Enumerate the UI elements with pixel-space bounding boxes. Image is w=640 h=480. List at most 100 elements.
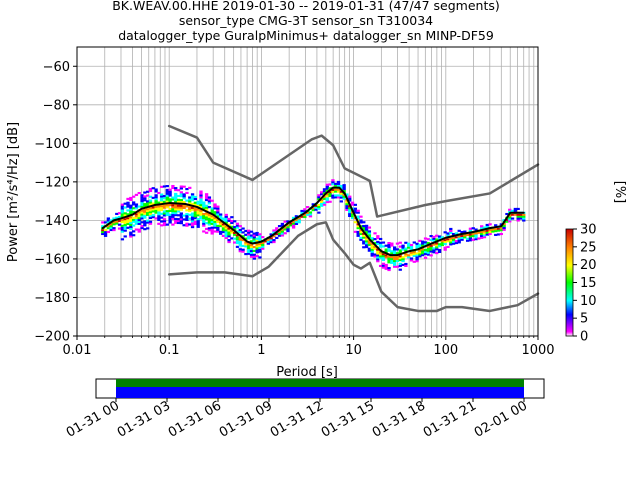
density-cell bbox=[376, 240, 380, 244]
density-cell bbox=[322, 192, 327, 195]
density-cell bbox=[480, 236, 484, 239]
density-cell bbox=[364, 226, 369, 229]
density-cell bbox=[480, 227, 484, 230]
density-cell bbox=[266, 240, 271, 243]
density-cell bbox=[249, 246, 254, 249]
density-cell bbox=[412, 260, 416, 263]
density-cell bbox=[378, 257, 383, 260]
density-cell bbox=[449, 227, 453, 231]
density-cell bbox=[176, 221, 181, 225]
density-cell bbox=[227, 219, 231, 222]
density-cell bbox=[356, 211, 360, 214]
density-cell bbox=[468, 229, 473, 232]
density-cell bbox=[272, 231, 276, 234]
density-cell bbox=[258, 246, 262, 249]
density-cell bbox=[171, 198, 175, 201]
colorbar-gradient bbox=[565, 228, 574, 337]
density-cell bbox=[370, 242, 374, 246]
density-cell bbox=[339, 192, 343, 195]
density-cell bbox=[314, 208, 318, 211]
density-cell bbox=[143, 197, 147, 200]
density-cell bbox=[334, 184, 338, 187]
density-cell bbox=[370, 239, 374, 242]
time-tick-label: 01-31 12 bbox=[268, 398, 326, 440]
density-cell bbox=[190, 220, 195, 223]
density-cell bbox=[373, 241, 377, 245]
density-cell bbox=[179, 195, 183, 198]
density-cell bbox=[165, 223, 169, 226]
density-cell bbox=[202, 214, 206, 218]
density-cell bbox=[120, 230, 125, 233]
density-cell bbox=[224, 229, 228, 232]
density-cell bbox=[176, 194, 181, 198]
density-cell bbox=[126, 205, 130, 208]
density-cell bbox=[196, 214, 200, 217]
density-cell bbox=[367, 241, 372, 245]
density-cell bbox=[463, 234, 467, 237]
density-cell bbox=[218, 223, 223, 226]
density-cell bbox=[311, 203, 315, 206]
density-cell bbox=[311, 209, 315, 212]
density-cell bbox=[146, 227, 150, 230]
density-cell bbox=[120, 226, 125, 229]
colorbar-label: [%] bbox=[612, 181, 627, 204]
density-cell bbox=[435, 252, 439, 255]
density-cell bbox=[393, 250, 397, 253]
density-cell bbox=[393, 263, 397, 266]
density-cell bbox=[204, 222, 209, 225]
density-cell bbox=[129, 196, 133, 200]
density-cell bbox=[336, 180, 341, 184]
density-cell bbox=[252, 238, 256, 241]
density-cell bbox=[488, 230, 492, 234]
density-cell bbox=[137, 230, 141, 233]
density-cell bbox=[305, 206, 310, 209]
density-cell bbox=[435, 238, 439, 241]
density-cell bbox=[381, 256, 386, 260]
density-cell bbox=[244, 241, 248, 244]
density-cell bbox=[101, 229, 105, 232]
density-cell bbox=[176, 210, 181, 213]
density-cell bbox=[123, 202, 127, 205]
density-cell bbox=[261, 236, 265, 239]
density-cell bbox=[171, 223, 175, 226]
density-cell bbox=[182, 195, 186, 198]
density-cell bbox=[129, 220, 133, 223]
density-cell bbox=[454, 240, 459, 243]
density-cell bbox=[252, 255, 256, 258]
density-cell bbox=[129, 221, 133, 225]
density-cell bbox=[210, 215, 214, 218]
density-cell bbox=[429, 244, 433, 247]
density-cell bbox=[480, 232, 484, 236]
density-cell bbox=[297, 219, 301, 222]
x-tick-label: 1000 bbox=[521, 343, 554, 358]
density-cell bbox=[494, 228, 498, 231]
density-cell bbox=[137, 205, 141, 208]
density-cell bbox=[238, 228, 242, 232]
density-cell bbox=[235, 245, 240, 248]
y-tick-label: −140 bbox=[34, 214, 70, 229]
density-cell bbox=[160, 197, 164, 200]
density-cell bbox=[465, 237, 470, 240]
density-cell bbox=[185, 218, 189, 221]
density-cell bbox=[322, 195, 327, 199]
x-tick-label: 0.1 bbox=[159, 343, 180, 358]
density-cell bbox=[404, 249, 408, 252]
density-cell bbox=[213, 220, 217, 223]
density-cell bbox=[154, 207, 158, 210]
density-cell bbox=[179, 218, 183, 221]
density-cell bbox=[376, 260, 380, 263]
density-cell bbox=[218, 215, 223, 218]
colorbar-tick-label: 30 bbox=[580, 223, 597, 238]
density-cell bbox=[291, 216, 296, 219]
density-cell bbox=[247, 246, 251, 250]
density-cell bbox=[221, 219, 226, 222]
density-cell bbox=[516, 207, 520, 211]
density-cell bbox=[348, 211, 352, 214]
density-cell bbox=[196, 225, 200, 228]
colorbar-tick-label: 10 bbox=[580, 294, 597, 309]
density-cell bbox=[390, 242, 394, 245]
density-cell bbox=[496, 233, 501, 236]
density-cell bbox=[207, 196, 212, 199]
density-cell bbox=[409, 253, 414, 256]
density-cell bbox=[494, 233, 498, 236]
